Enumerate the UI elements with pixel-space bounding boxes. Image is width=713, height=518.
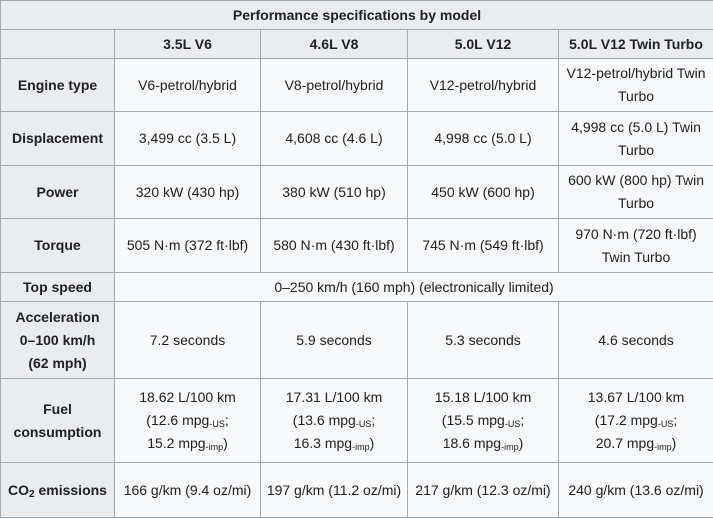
fuel-label-line: consumption — [4, 421, 111, 444]
fuel-mpg-us: (17.2 mpg-US; — [562, 409, 710, 432]
displacement-cell: 4,608 cc (4.6 L) — [261, 112, 408, 166]
torque-cell: 580 N·m (430 ft·lbf) — [261, 219, 408, 273]
co2-cell: 240 g/km (13.6 oz/mi) — [559, 463, 713, 518]
fuel-label-line: Fuel — [4, 398, 111, 421]
torque-cell: 970 N·m (720 ft·lbf) Twin Turbo — [559, 219, 713, 273]
co2-cell: 166 g/km (9.4 oz/mi) — [115, 463, 261, 518]
model-header-3-5l-v6: 3.5L V6 — [115, 30, 261, 59]
fuel-mpg-us: (12.6 mpg-US; — [118, 409, 257, 432]
acceleration-cell: 5.3 seconds — [408, 302, 559, 379]
torque-cell: 505 N·m (372 ft·lbf) — [115, 219, 261, 273]
table-caption: Performance specifications by model — [1, 1, 713, 30]
fuel-l100km: 17.31 L/100 km — [264, 386, 404, 409]
fuel-mpg-imp: 20.7 mpg-imp) — [562, 432, 710, 455]
row-label-engine-type: Engine type — [1, 59, 115, 112]
fuel-l100km: 18.62 L/100 km — [118, 386, 257, 409]
power-cell: 320 kW (430 hp) — [115, 166, 261, 219]
row-label-fuel-consumption: Fuel consumption — [1, 379, 115, 463]
fuel-consumption-cell: 15.18 L/100 km (15.5 mpg-US; 18.6 mpg-im… — [408, 379, 559, 463]
row-label-power: Power — [1, 166, 115, 219]
fuel-l100km: 13.67 L/100 km — [562, 386, 710, 409]
fuel-mpg-imp: 16.3 mpg-imp) — [264, 432, 404, 455]
row-label-top-speed: Top speed — [1, 273, 115, 302]
co2-cell: 217 g/km (12.3 oz/mi) — [408, 463, 559, 518]
fuel-consumption-cell: 17.31 L/100 km (13.6 mpg-US; 16.3 mpg-im… — [261, 379, 408, 463]
row-label-displacement: Displacement — [1, 112, 115, 166]
fuel-mpg-imp: 18.6 mpg-imp) — [411, 432, 555, 455]
fuel-mpg-us: (13.6 mpg-US; — [264, 409, 404, 432]
torque-cell: 745 N·m (549 ft·lbf) — [408, 219, 559, 273]
acceleration-label-line: 0–100 km/h — [4, 329, 111, 352]
corner-cell — [1, 30, 115, 59]
engine-type-cell: V8-petrol/hybrid — [261, 59, 408, 112]
acceleration-label-line: Acceleration — [4, 306, 111, 329]
acceleration-cell: 7.2 seconds — [115, 302, 261, 379]
fuel-mpg-us: (15.5 mpg-US; — [411, 409, 555, 432]
fuel-mpg-imp: 15.2 mpg-imp) — [118, 432, 257, 455]
displacement-cell: 4,998 cc (5.0 L) Twin Turbo — [559, 112, 713, 166]
acceleration-label-line: (62 mph) — [4, 352, 111, 375]
row-label-acceleration: Acceleration 0–100 km/h (62 mph) — [1, 302, 115, 379]
engine-type-cell: V12-petrol/hybrid Twin Turbo — [559, 59, 713, 112]
model-header-4-6l-v8: 4.6L V8 — [261, 30, 408, 59]
row-label-torque: Torque — [1, 219, 115, 273]
engine-type-cell: V12-petrol/hybrid — [408, 59, 559, 112]
acceleration-cell: 4.6 seconds — [559, 302, 713, 379]
top-speed-cell: 0–250 km/h (160 mph) (electronically lim… — [115, 273, 713, 302]
power-cell: 600 kW (800 hp) Twin Turbo — [559, 166, 713, 219]
engine-type-cell: V6-petrol/hybrid — [115, 59, 261, 112]
row-label-co2-emissions: CO2 emissions — [1, 463, 115, 518]
fuel-consumption-cell: 18.62 L/100 km (12.6 mpg-US; 15.2 mpg-im… — [115, 379, 261, 463]
power-cell: 450 kW (600 hp) — [408, 166, 559, 219]
fuel-l100km: 15.18 L/100 km — [411, 386, 555, 409]
power-cell: 380 kW (510 hp) — [261, 166, 408, 219]
co2-cell: 197 g/km (11.2 oz/mi) — [261, 463, 408, 518]
acceleration-cell: 5.9 seconds — [261, 302, 408, 379]
model-header-5-0l-v12: 5.0L V12 — [408, 30, 559, 59]
fuel-consumption-cell: 13.67 L/100 km (17.2 mpg-US; 20.7 mpg-im… — [559, 379, 713, 463]
displacement-cell: 4,998 cc (5.0 L) — [408, 112, 559, 166]
displacement-cell: 3,499 cc (3.5 L) — [115, 112, 261, 166]
model-header-5-0l-v12-twin-turbo: 5.0L V12 Twin Turbo — [559, 30, 713, 59]
